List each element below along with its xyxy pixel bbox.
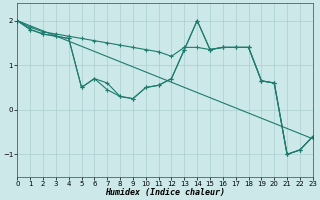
X-axis label: Humidex (Indice chaleur): Humidex (Indice chaleur) (105, 188, 225, 197)
